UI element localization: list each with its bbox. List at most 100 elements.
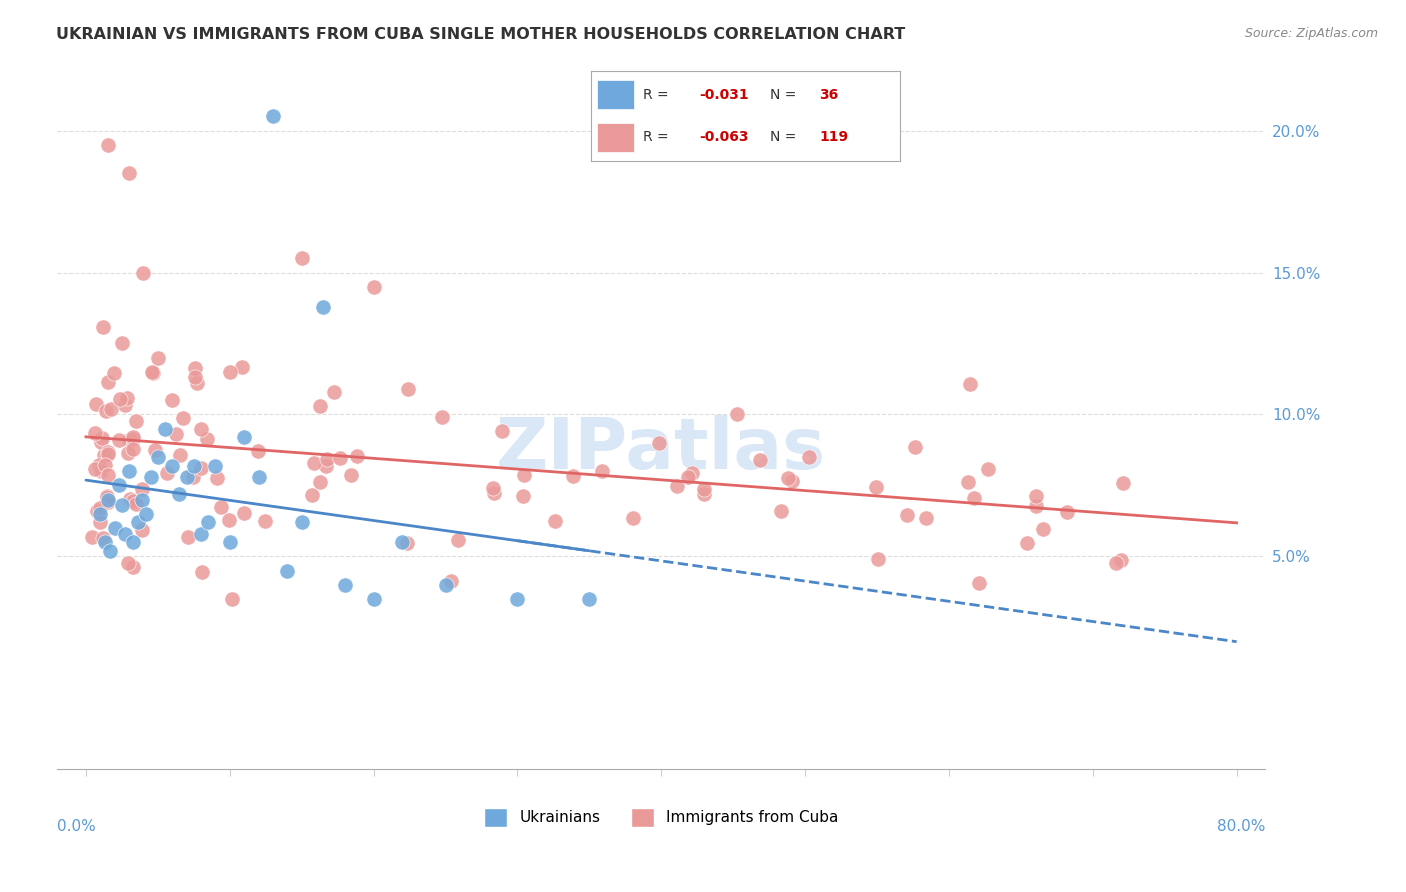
Point <box>621 511 644 525</box>
Point <box>434 578 457 592</box>
Point <box>1104 556 1126 570</box>
Point <box>94 458 117 472</box>
Point <box>120 491 142 506</box>
Point <box>218 535 240 549</box>
Point <box>169 487 191 501</box>
Point <box>122 494 145 508</box>
Point <box>135 507 157 521</box>
Point <box>904 440 927 454</box>
Point <box>96 490 118 504</box>
Point <box>1112 476 1135 491</box>
Point <box>957 475 980 490</box>
Point <box>131 523 153 537</box>
Point <box>84 397 107 411</box>
Point <box>145 443 167 458</box>
Point <box>97 444 120 458</box>
Point <box>132 266 155 280</box>
Text: -0.031: -0.031 <box>699 87 748 102</box>
Point <box>117 391 139 405</box>
Point <box>125 497 148 511</box>
Point <box>218 365 240 379</box>
Point <box>122 559 145 574</box>
Point <box>146 351 169 365</box>
Point <box>482 481 505 495</box>
Point <box>111 336 134 351</box>
Point <box>186 376 208 390</box>
Point <box>363 592 385 607</box>
Point <box>315 458 337 473</box>
Point <box>866 552 889 566</box>
Point <box>1032 522 1054 536</box>
Point <box>562 469 585 483</box>
Point <box>89 507 111 521</box>
Point <box>117 446 139 460</box>
Point <box>512 467 534 482</box>
Point <box>315 452 337 467</box>
Point <box>114 526 136 541</box>
Point <box>172 410 194 425</box>
Point <box>896 508 918 522</box>
Point <box>146 450 169 464</box>
Point <box>291 252 314 266</box>
Point <box>91 320 114 334</box>
Point <box>506 592 529 607</box>
Point <box>544 514 567 528</box>
Point <box>131 483 153 497</box>
Point <box>97 375 120 389</box>
Point <box>111 498 134 512</box>
Point <box>207 471 229 485</box>
Point <box>432 410 454 425</box>
Point <box>865 480 887 494</box>
Text: UKRAINIAN VS IMMIGRANTS FROM CUBA SINGLE MOTHER HOUSEHOLDS CORRELATION CHART: UKRAINIAN VS IMMIGRANTS FROM CUBA SINGLE… <box>56 27 905 42</box>
Point <box>247 470 270 484</box>
Point <box>693 482 716 496</box>
Text: 80.0%: 80.0% <box>1218 819 1265 834</box>
Point <box>959 377 981 392</box>
Point <box>333 578 356 592</box>
Point <box>204 458 226 473</box>
Point <box>967 575 990 590</box>
Point <box>725 407 748 421</box>
Point <box>209 500 232 514</box>
Text: -0.063: -0.063 <box>699 130 748 145</box>
Point <box>83 426 105 441</box>
Point <box>797 450 820 464</box>
Text: Source: ZipAtlas.com: Source: ZipAtlas.com <box>1244 27 1378 40</box>
Point <box>302 456 325 470</box>
Point <box>100 543 122 558</box>
Point <box>131 492 153 507</box>
Point <box>253 514 276 528</box>
Point <box>915 510 938 524</box>
Point <box>1025 499 1047 513</box>
Point <box>512 489 534 503</box>
Point <box>83 461 105 475</box>
Text: 119: 119 <box>820 130 849 145</box>
Point <box>183 458 205 473</box>
Point <box>93 535 115 549</box>
Point <box>770 504 793 518</box>
Point <box>108 478 131 492</box>
Point <box>108 392 131 406</box>
Text: 0.0%: 0.0% <box>58 819 96 834</box>
Point <box>153 422 176 436</box>
Point <box>97 468 120 483</box>
Point <box>221 592 243 607</box>
Point <box>127 516 149 530</box>
Point <box>309 399 332 413</box>
Point <box>963 491 986 505</box>
Point <box>155 466 177 480</box>
Point <box>446 533 468 548</box>
Point <box>190 526 212 541</box>
Point <box>107 433 129 447</box>
Point <box>122 535 145 549</box>
Point <box>117 556 139 570</box>
Point <box>176 470 198 484</box>
Point <box>165 426 187 441</box>
Point <box>647 436 669 450</box>
Point <box>591 464 613 478</box>
Point <box>291 516 314 530</box>
Point <box>391 535 413 549</box>
Point <box>231 359 253 374</box>
Point <box>169 448 191 462</box>
Point <box>346 449 368 463</box>
